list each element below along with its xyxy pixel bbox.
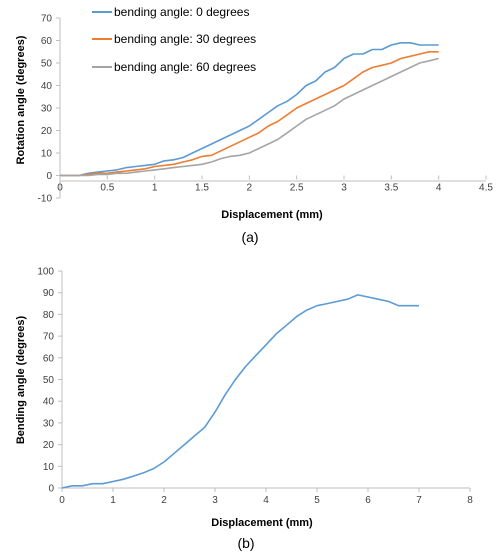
chart-a-x-tick-labels: 0 0.5 1 1.5 2 2.5 3 3.5 4 4.5	[57, 175, 493, 194]
chart-a-series-line-0	[60, 41, 439, 177]
chart-b-series-line-0	[61, 294, 419, 489]
legend-label-series-2: bending angle: 60 degrees	[114, 60, 256, 74]
chart-a-legend: bending angle: 0 degrees bending angle: …	[92, 5, 256, 74]
chart-b-x-tick-labels: 0 1 2 3 4 5 6 7 8	[59, 488, 473, 506]
x-tick-label: 0	[57, 183, 63, 194]
y-tick-label: 0	[48, 484, 54, 495]
chart-b: 0 10 20 30 40 50 60 70 80 90 100 0 1 2 3 4 5 6 7 8 Displac…	[15, 267, 473, 552]
chart-a-x-axis-label: Displacement (mm)	[221, 209, 323, 221]
x-tick-label: 6	[365, 495, 371, 506]
x-tick-label: 2	[161, 495, 167, 506]
y-tick-label: -10	[38, 194, 53, 205]
y-tick-label: 20	[41, 126, 53, 137]
chart-b-x-axis-label: Displacement (mm)	[211, 517, 313, 529]
x-tick-label: 8	[467, 495, 473, 506]
y-tick-label: 10	[41, 149, 53, 160]
x-tick-label: 2.5	[290, 183, 304, 194]
y-tick-label: 30	[43, 418, 55, 429]
y-tick-label: 40	[41, 81, 53, 92]
y-tick-label: 70	[43, 332, 55, 343]
y-tick-label: 0	[46, 171, 52, 182]
x-tick-label: 7	[416, 495, 422, 506]
y-tick-label: 100	[37, 267, 54, 278]
x-tick-label: 0	[59, 495, 65, 506]
x-tick-label: 1	[110, 495, 116, 506]
legend-label-series-1: bending angle: 30 degrees	[114, 32, 256, 46]
y-tick-label: 40	[43, 397, 55, 408]
chart-a-series-line-2	[60, 57, 439, 177]
y-tick-label: 80	[43, 310, 55, 321]
x-tick-label: 3	[212, 495, 218, 506]
x-tick-label: 1	[152, 183, 158, 194]
x-tick-label: 2	[247, 183, 253, 194]
chart-a-series-lines	[60, 41, 439, 177]
x-tick-label: 3	[341, 183, 347, 194]
x-tick-label: 1.5	[195, 183, 209, 194]
chart-b-y-axis-label: Bending angle (degrees)	[15, 315, 27, 444]
x-tick-label: 4	[436, 183, 442, 194]
x-tick-label: 0.5	[100, 183, 114, 194]
y-tick-label: 30	[41, 104, 53, 115]
y-tick-label: 50	[43, 375, 55, 386]
x-tick-label: 5	[314, 495, 320, 506]
chart-b-series-lines	[61, 294, 419, 489]
x-tick-label: 4	[263, 495, 269, 506]
x-tick-label: 4.5	[479, 183, 493, 194]
y-tick-label: 10	[43, 462, 55, 473]
y-tick-label: 90	[43, 288, 55, 299]
y-tick-label: 50	[41, 59, 53, 70]
legend-label-series-0: bending angle: 0 degrees	[114, 5, 249, 19]
y-tick-label: 60	[43, 353, 55, 364]
y-tick-label: 60	[41, 36, 53, 47]
chart-a-series-line-1	[60, 50, 439, 177]
panel-a-label: (a)	[241, 229, 258, 245]
x-tick-label: 3.5	[384, 183, 398, 194]
y-tick-label: 20	[43, 440, 55, 451]
panel-b-label: (b)	[237, 535, 254, 551]
y-tick-label: 70	[41, 14, 53, 25]
chart-a-y-tick-labels: -10 0 10 20 30 40 50 60 70	[38, 14, 60, 205]
chart-a-y-axis-label: Rotation angle (degrees)	[15, 35, 27, 164]
chart-b-y-tick-labels: 0 10 20 30 40 50 60 70 80 90 100	[37, 267, 62, 495]
